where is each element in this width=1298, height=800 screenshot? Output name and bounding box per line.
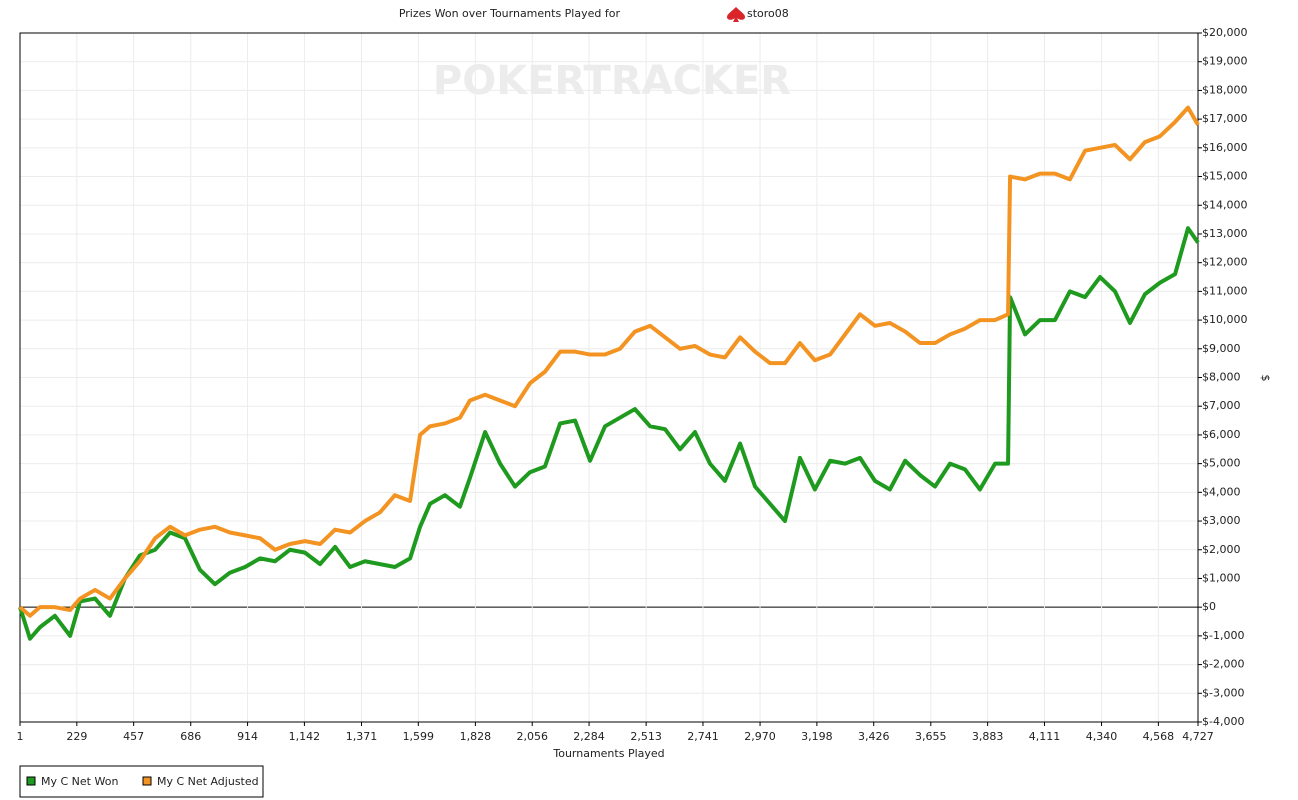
y-tick-label: $-2,000: [1202, 658, 1244, 671]
legend-label: My C Net Won: [41, 775, 118, 788]
legend-swatch: [26, 776, 36, 786]
y-tick-label: $13,000: [1202, 227, 1248, 240]
y-tick-label: $7,000: [1202, 399, 1241, 412]
x-tick-label: 686: [180, 730, 201, 743]
y-axis-label: $: [1259, 375, 1272, 382]
player-name: storo08: [747, 7, 789, 20]
x-tick-label: 2,284: [573, 730, 605, 743]
y-tick-label: $9,000: [1202, 342, 1241, 355]
y-tick-label: $17,000: [1202, 112, 1248, 125]
y-tick-label: $16,000: [1202, 141, 1248, 154]
y-tick-label: $5,000: [1202, 457, 1241, 470]
x-tick-label: 1,371: [346, 730, 378, 743]
series-line: [18, 226, 1200, 641]
x-axis-label: Tournaments Played: [552, 747, 664, 760]
y-tick-label: $11,000: [1202, 284, 1248, 297]
x-tick-label: 2,056: [516, 730, 548, 743]
y-tick-label: $-4,000: [1202, 715, 1244, 728]
x-tick-label: 4,111: [1029, 730, 1061, 743]
y-tick-label: $6,000: [1202, 428, 1241, 441]
x-tick-label: 4,727: [1182, 730, 1214, 743]
plot-border: [19, 32, 1199, 723]
y-tick-label: $1,000: [1202, 571, 1241, 584]
y-tick-label: $19,000: [1202, 55, 1248, 68]
y-tick-label: $0: [1202, 600, 1216, 613]
y-tick-label: $-3,000: [1202, 686, 1244, 699]
y-tick-label: $18,000: [1202, 83, 1248, 96]
y-tick-label: $3,000: [1202, 514, 1241, 527]
watermark: POKERTRACKER: [433, 58, 791, 104]
spade-icon: [727, 7, 745, 22]
x-tick-label: 4,568: [1143, 730, 1175, 743]
x-tick-label: 4,340: [1086, 730, 1118, 743]
y-tick-label: $-1,000: [1202, 629, 1244, 642]
y-tick-label: $15,000: [1202, 170, 1248, 183]
y-tick-label: $2,000: [1202, 543, 1241, 556]
y-tick-label: $10,000: [1202, 313, 1248, 326]
series-line: [18, 105, 1200, 618]
y-tick-label: $8,000: [1202, 371, 1241, 384]
x-tick-label: 457: [123, 730, 144, 743]
y-tick-label: $4,000: [1202, 485, 1241, 498]
chart-title: Prizes Won over Tournaments Played for: [399, 7, 621, 20]
legend-label: My C Net Adjusted: [157, 775, 259, 788]
x-tick-label: 1,828: [460, 730, 492, 743]
x-tick-label: 2,741: [687, 730, 719, 743]
x-tick-label: 229: [66, 730, 87, 743]
x-tick-label: 2,970: [744, 730, 776, 743]
x-tick-label: 1,599: [403, 730, 435, 743]
x-tick-label: 2,513: [630, 730, 662, 743]
y-tick-label: $20,000: [1202, 26, 1248, 39]
x-tick-label: 1,142: [289, 730, 321, 743]
y-tick-label: $12,000: [1202, 256, 1248, 269]
legend-box: [19, 765, 264, 798]
x-tick-label: 3,883: [972, 730, 1004, 743]
legend-swatch: [142, 776, 152, 786]
x-tick-label: 3,655: [915, 730, 947, 743]
x-tick-label: 1: [17, 730, 24, 743]
x-tick-label: 914: [237, 730, 258, 743]
y-tick-label: $14,000: [1202, 198, 1248, 211]
x-tick-label: 3,426: [858, 730, 890, 743]
x-tick-label: 3,198: [801, 730, 833, 743]
